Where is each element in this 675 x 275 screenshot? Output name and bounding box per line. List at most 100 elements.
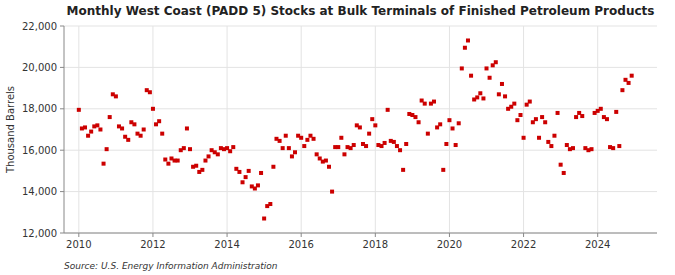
point <box>512 102 516 106</box>
chart-container: 12,00014,00016,00018,00020,00022,0002010… <box>0 0 675 275</box>
point <box>237 170 241 174</box>
point <box>256 183 260 187</box>
point <box>460 66 464 70</box>
y-axis: 12,00014,00016,00018,00020,00022,000 <box>22 21 64 239</box>
point <box>299 136 303 140</box>
point <box>86 134 90 138</box>
point <box>562 171 566 175</box>
point <box>373 123 377 127</box>
point <box>423 102 427 106</box>
point <box>287 146 291 150</box>
point <box>552 134 556 138</box>
point <box>559 163 563 167</box>
point <box>599 107 603 111</box>
chart-title: Monthly West Coast (PADD 5) Stocks at Bu… <box>67 4 655 18</box>
x-grid-line <box>449 26 450 233</box>
point <box>463 46 467 50</box>
point <box>126 138 130 142</box>
x-tick <box>152 233 153 237</box>
point <box>497 92 501 96</box>
point <box>151 107 155 111</box>
point <box>247 169 251 173</box>
point <box>105 147 109 151</box>
y-tick <box>60 26 64 27</box>
point <box>367 132 371 136</box>
point <box>77 108 81 112</box>
point <box>540 115 544 119</box>
point <box>132 122 136 126</box>
point <box>327 165 331 169</box>
points <box>77 38 634 220</box>
x-tick-label: 2018 <box>363 239 388 250</box>
point <box>457 121 461 125</box>
point <box>83 125 87 129</box>
point <box>160 132 164 136</box>
point <box>401 168 405 172</box>
point <box>339 136 343 140</box>
point <box>157 119 161 123</box>
y-tick <box>60 108 64 109</box>
point <box>330 190 334 194</box>
point <box>312 137 316 141</box>
point <box>481 96 485 100</box>
y-tick-label: 14,000 <box>22 186 57 197</box>
x-tick <box>301 233 302 237</box>
point <box>166 162 170 166</box>
point <box>611 146 615 150</box>
source-note: Source: U.S. Energy Information Administ… <box>64 261 278 271</box>
point <box>454 143 458 147</box>
point <box>305 138 309 142</box>
point <box>120 126 124 130</box>
point <box>494 60 498 64</box>
point <box>441 168 445 172</box>
x-tick-label: 2014 <box>214 239 239 250</box>
y-tick-label: 20,000 <box>22 62 57 73</box>
point <box>216 152 220 156</box>
point <box>537 136 541 140</box>
point <box>518 113 522 117</box>
point <box>417 120 421 124</box>
point <box>546 140 550 144</box>
x-tick <box>227 233 228 237</box>
point <box>358 125 362 129</box>
point <box>617 144 621 148</box>
point <box>447 118 451 122</box>
point <box>293 150 297 154</box>
x-tick <box>449 233 450 237</box>
point <box>142 128 146 132</box>
x-tick <box>375 233 376 237</box>
x-tick-label: 2024 <box>585 239 610 250</box>
x-tick-label: 2010 <box>66 239 91 250</box>
point <box>478 91 482 95</box>
point <box>413 115 417 119</box>
point <box>534 117 538 121</box>
y-tick-label: 18,000 <box>22 103 57 114</box>
point <box>278 139 282 143</box>
point <box>386 108 390 112</box>
x-grid-line <box>597 26 598 233</box>
point <box>98 128 102 132</box>
point <box>163 158 167 162</box>
point <box>515 118 519 122</box>
point <box>605 117 609 121</box>
x-grid-line <box>227 26 228 233</box>
x-tick-label: 2022 <box>511 239 536 250</box>
x-tick-label: 2016 <box>288 239 313 250</box>
point <box>438 122 442 126</box>
point <box>630 74 634 78</box>
point <box>466 38 470 42</box>
x-grid-line <box>78 26 79 233</box>
point <box>281 146 285 150</box>
point <box>549 144 553 148</box>
x-grid-line <box>523 26 524 233</box>
point <box>185 126 189 130</box>
point <box>475 95 479 99</box>
point <box>395 144 399 148</box>
x-tick-label: 2012 <box>140 239 165 250</box>
y-tick <box>60 67 64 68</box>
y-tick-label: 16,000 <box>22 145 57 156</box>
point <box>426 132 430 136</box>
point <box>543 120 547 124</box>
x-tick <box>597 233 598 237</box>
point <box>528 100 532 104</box>
